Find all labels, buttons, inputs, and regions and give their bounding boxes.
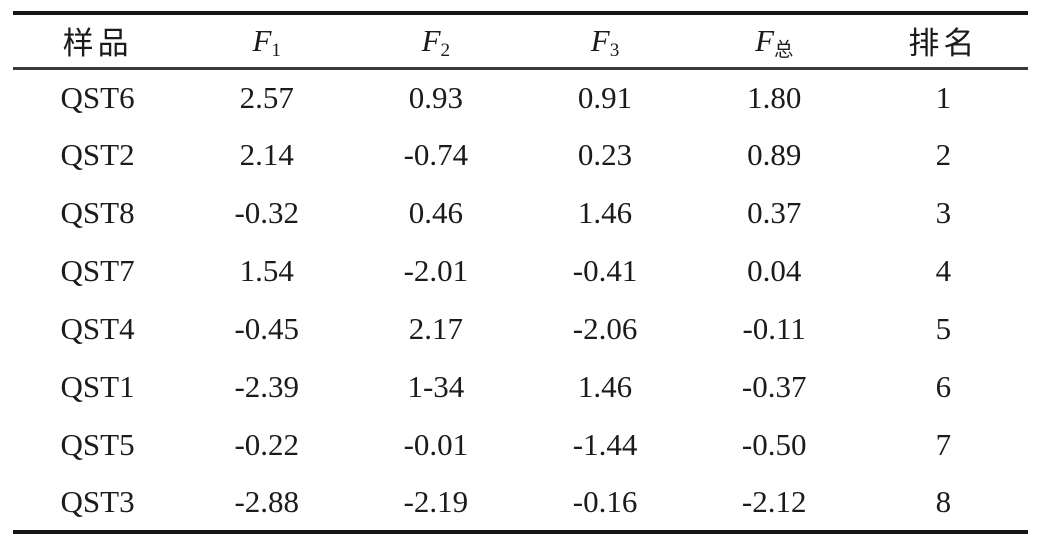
f2-value-cell: -2.01	[403, 253, 469, 288]
rank-value-cell: 4	[935, 253, 952, 288]
table-row: QST6 2.57 0.93 0.91 1.80 1	[13, 68, 1028, 126]
f_total-value-cell: 0.37	[747, 195, 802, 230]
sample-id-cell: QST5	[60, 427, 135, 462]
f3-value-cell: 0.91	[577, 79, 633, 115]
header-row: 样品 F1 F2 F3 F总 排名	[13, 13, 1028, 68]
table-row: QST2 2.14 -0.74 0.23 0.89 2	[13, 126, 1028, 184]
f3-value-cell: -0.41	[572, 253, 638, 288]
f2-value-cell: 2.17	[408, 311, 464, 346]
rank-value-cell: 8	[935, 484, 952, 519]
column-header-f2: F2	[421, 22, 451, 62]
rank-value-cell: 6	[935, 369, 952, 404]
f2-value-cell: -2.19	[403, 484, 469, 519]
sample-id-cell: QST2	[60, 137, 135, 172]
f_total-value-cell: -0.50	[741, 427, 807, 462]
f2-value-cell: 0.93	[408, 79, 464, 115]
f1-value-cell: -0.22	[234, 427, 300, 462]
column-header-f1: F1	[252, 22, 281, 62]
f3-value-cell: 1.46	[577, 195, 633, 230]
sample-id-cell: QST7	[60, 253, 135, 288]
table-row: QST4 -0.45 2.17 -2.06 -0.11 5	[13, 300, 1028, 358]
f2-value-cell: 0.46	[408, 195, 464, 230]
f3-value-cell: 0.23	[577, 137, 633, 172]
rank-value-cell: 2	[935, 137, 952, 172]
table-row: QST3 -2.88 -2.19 -0.16 -2.12 8	[13, 474, 1028, 532]
f1-value-cell: 1.54	[239, 253, 294, 288]
f1-value-cell: -2.88	[234, 484, 300, 519]
column-header-sample: 样品	[62, 26, 133, 62]
f1-value-cell: -2.39	[234, 369, 300, 404]
table-row: QST8 -0.32 0.46 1.46 0.37 3	[13, 184, 1028, 242]
factor-score-ranking-table: 样品 F1 F2 F3 F总 排名 QST6 2.57 0.93 0.91 1.80 1 QST2 2.…	[13, 11, 1028, 534]
f1-value-cell: -0.32	[234, 195, 300, 230]
f_total-value-cell: -0.37	[741, 369, 807, 404]
f3-value-cell: -1.44	[572, 427, 638, 462]
sample-id-cell: QST4	[60, 311, 135, 346]
sample-id-cell: QST3	[60, 484, 135, 519]
sample-id-cell: QST8	[60, 195, 135, 230]
f2-value-cell: -0.74	[403, 137, 469, 172]
sample-id-cell: QST1	[60, 369, 135, 404]
f_total-value-cell: -0.11	[742, 311, 806, 346]
f3-value-cell: -2.06	[572, 311, 638, 346]
column-header-rank: 排名	[908, 26, 979, 62]
f_total-value-cell: 0.89	[747, 137, 802, 172]
f3-value-cell: -0.16	[572, 484, 638, 519]
table-row: QST1 -2.39 1-34 1.46 -0.37 6	[13, 358, 1028, 416]
table-body: QST6 2.57 0.93 0.91 1.80 1 QST2 2.14 -0.74 0.23 0.…	[13, 68, 1028, 532]
rank-value-cell: 1	[935, 79, 952, 115]
table-row: QST5 -0.22 -0.01 -1.44 -0.50 7	[13, 416, 1028, 474]
rank-value-cell: 3	[935, 195, 952, 230]
rank-value-cell: 5	[935, 311, 952, 346]
f_total-value-cell: 0.04	[747, 253, 802, 288]
column-header-f-total: F总	[755, 22, 794, 62]
f1-value-cell: 2.14	[239, 137, 294, 172]
table-header: 样品 F1 F2 F3 F总 排名	[13, 13, 1028, 68]
f1-value-cell: -0.45	[234, 311, 300, 346]
column-header-f3: F3	[590, 22, 620, 62]
f_total-value-cell: -2.12	[741, 484, 807, 519]
table-row: QST7 1.54 -2.01 -0.41 0.04 4	[13, 242, 1028, 300]
f2-value-cell: -0.01	[403, 427, 469, 462]
sample-id-cell: QST6	[60, 79, 135, 115]
f1-value-cell: 2.57	[239, 79, 294, 115]
f3-value-cell: 1.46	[577, 369, 633, 404]
f_total-value-cell: 1.80	[747, 79, 802, 115]
f2-value-cell: 1-34	[407, 369, 465, 404]
rank-value-cell: 7	[935, 427, 952, 462]
